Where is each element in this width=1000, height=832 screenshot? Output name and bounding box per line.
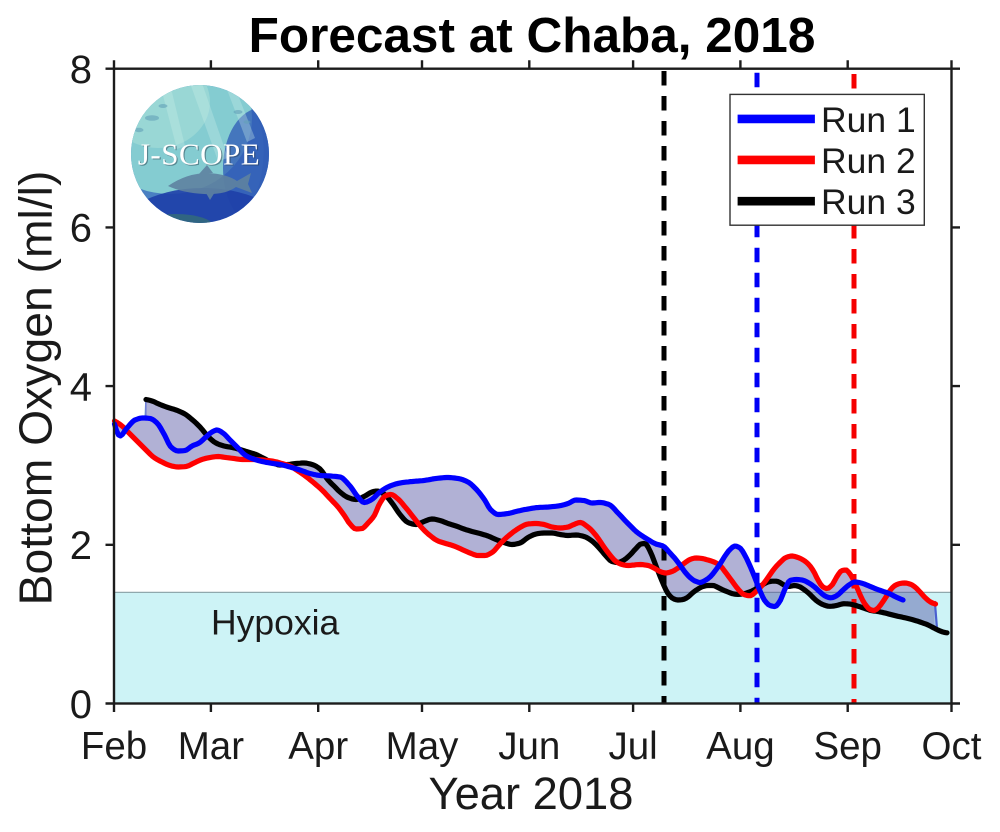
svg-text:4: 4 bbox=[70, 365, 92, 409]
svg-text:Oct: Oct bbox=[922, 725, 982, 768]
svg-text:0: 0 bbox=[70, 683, 92, 727]
svg-text:Run 3: Run 3 bbox=[821, 182, 916, 222]
svg-text:Bottom Oxygen (ml/l): Bottom Oxygen (ml/l) bbox=[10, 171, 62, 606]
svg-text:Mar: Mar bbox=[178, 725, 244, 768]
svg-text:Year 2018: Year 2018 bbox=[429, 768, 634, 819]
svg-text:Forecast at Chaba, 2018: Forecast at Chaba, 2018 bbox=[249, 8, 816, 63]
svg-text:Jul: Jul bbox=[608, 725, 657, 768]
svg-text:Apr: Apr bbox=[288, 725, 348, 768]
svg-text:Run 2: Run 2 bbox=[821, 141, 916, 181]
svg-text:May: May bbox=[386, 725, 459, 768]
svg-text:Aug: Aug bbox=[706, 725, 775, 768]
svg-text:Sep: Sep bbox=[813, 725, 882, 768]
svg-text:Jun: Jun bbox=[498, 725, 560, 768]
svg-text:J-SCOPE: J-SCOPE bbox=[138, 137, 260, 172]
svg-text:J-SCOPE: J-SCOPE bbox=[139, 138, 261, 173]
svg-text:Hypoxia: Hypoxia bbox=[211, 603, 340, 643]
svg-text:6: 6 bbox=[70, 207, 92, 251]
svg-text:2: 2 bbox=[70, 524, 92, 568]
svg-text:Feb: Feb bbox=[81, 725, 147, 768]
svg-text:Run 1: Run 1 bbox=[821, 100, 916, 140]
svg-text:8: 8 bbox=[70, 48, 92, 92]
